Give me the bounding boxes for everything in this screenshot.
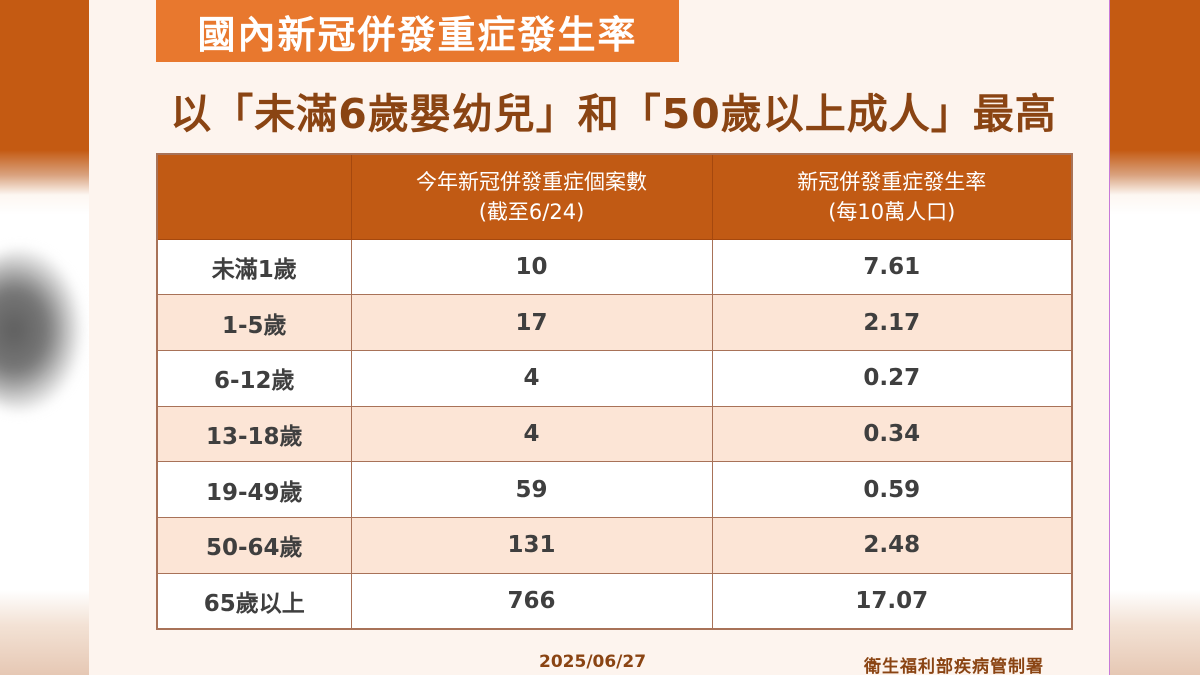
header-incidence-rate: 新冠併發重症發生率 (每10萬人口): [711, 153, 1073, 240]
age-group-cell: 65歲以上: [156, 572, 352, 630]
incidence-rate-cell: 7.61: [711, 238, 1073, 296]
table-row: 13-18歲 4 0.34: [156, 405, 1073, 463]
header-incidence-rate-title: 新冠併發重症發生率: [797, 169, 987, 194]
table-row: 6-12歲 4 0.27: [156, 349, 1073, 407]
infographic-card: 國內新冠併發重症發生率 以「未滿6歲嬰幼兒」和「50歲以上成人」最高 今年新冠併…: [89, 0, 1109, 675]
incidence-rate-cell: 0.27: [711, 349, 1073, 407]
title-badge: 國內新冠併發重症發生率: [156, 0, 679, 62]
incidence-rate-cell: 17.07: [711, 572, 1073, 630]
age-group-cell: 6-12歲: [156, 349, 352, 407]
case-count-cell: 4: [350, 405, 713, 463]
table-row: 1-5歲 17 2.17: [156, 294, 1073, 351]
case-count-cell: 59: [350, 461, 713, 518]
footer-source: 衛生福利部疾病管制署: [864, 657, 1044, 675]
data-table-container: 今年新冠併發重症個案數 (截至6/24) 新冠併發重症發生率 (每10萬人口) …: [156, 153, 1073, 630]
incidence-table: 今年新冠併發重症個案數 (截至6/24) 新冠併發重症發生率 (每10萬人口) …: [156, 153, 1073, 630]
age-group-cell: 50-64歲: [156, 516, 352, 574]
incidence-rate-cell: 0.34: [711, 405, 1073, 463]
incidence-rate-cell: 2.17: [711, 294, 1073, 351]
blurred-background-left: [0, 0, 89, 675]
age-group-cell: 13-18歲: [156, 405, 352, 463]
case-count-cell: 4: [350, 349, 713, 407]
subtitle: 以「未滿6歲嬰幼兒」和「50歲以上成人」最高: [170, 90, 1057, 138]
case-count-cell: 766: [350, 572, 713, 630]
case-count-cell: 131: [350, 516, 713, 574]
header-age-group: [156, 153, 352, 240]
age-group-cell: 19-49歲: [156, 461, 352, 518]
blurred-background-right: [1109, 0, 1200, 675]
incidence-rate-cell: 0.59: [711, 461, 1073, 518]
table-row: 50-64歲 131 2.48: [156, 516, 1073, 574]
case-count-cell: 17: [350, 294, 713, 351]
age-group-cell: 未滿1歲: [156, 238, 352, 296]
table-header-row: 今年新冠併發重症個案數 (截至6/24) 新冠併發重症發生率 (每10萬人口): [156, 153, 1073, 240]
table-row: 65歲以上 766 17.07: [156, 572, 1073, 630]
header-incidence-rate-note: (每10萬人口): [828, 199, 956, 224]
table-row: 19-49歲 59 0.59: [156, 461, 1073, 518]
blurred-shape: [0, 250, 80, 410]
header-case-count-note: (截至6/24): [478, 199, 585, 224]
age-group-cell: 1-5歲: [156, 294, 352, 351]
incidence-rate-cell: 2.48: [711, 516, 1073, 574]
footer-date: 2025/06/27: [539, 652, 647, 672]
header-case-count: 今年新冠併發重症個案數 (截至6/24): [350, 153, 713, 240]
table-row: 未滿1歲 10 7.61: [156, 238, 1073, 296]
header-case-count-title: 今年新冠併發重症個案數: [416, 169, 647, 194]
case-count-cell: 10: [350, 238, 713, 296]
